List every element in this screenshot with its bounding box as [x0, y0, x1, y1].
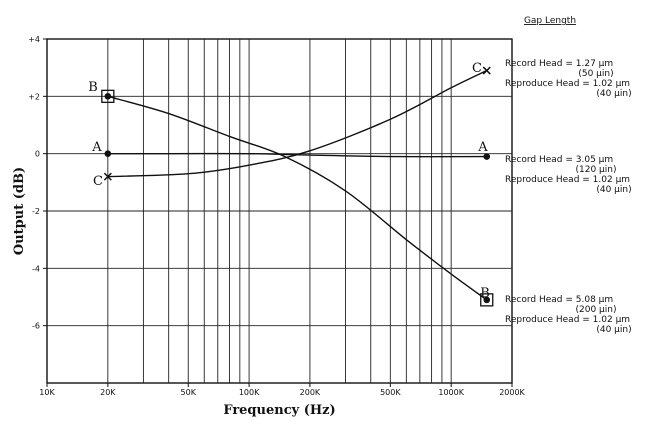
- series-c-label: C: [93, 174, 103, 189]
- y-tick-label: +2: [28, 92, 40, 101]
- y-tick-label: 0: [35, 150, 40, 159]
- series-a-label: A: [91, 140, 102, 155]
- series-b-label: B: [480, 286, 490, 301]
- series-c-note: (40 µin): [596, 89, 631, 99]
- legend-title: Gap Length: [524, 16, 576, 26]
- x-tick-label: 10K: [39, 388, 55, 397]
- y-tick-label: +4: [28, 35, 40, 44]
- series-a-note: (40 µin): [596, 185, 631, 195]
- x-tick-label: 1000K: [438, 388, 464, 397]
- y-axis-title: Output (dB): [12, 167, 27, 255]
- series-b-marker-dot: [483, 296, 491, 304]
- series-c-line: [107, 69, 488, 178]
- series-c-note: (50 µin): [578, 69, 613, 79]
- x-tick-label: 20K: [100, 388, 116, 397]
- series-c-note: Reproduce Head = 1.02 µm: [505, 79, 630, 89]
- series-a-marker-dot: [483, 153, 491, 160]
- series-b-marker-dot: [104, 93, 112, 100]
- series-b-label: B: [88, 80, 98, 95]
- series-b-note: Record Head = 5.08 µm: [505, 295, 613, 305]
- series-b-marker-box: [480, 293, 494, 307]
- series-a-marker-dot: [104, 150, 112, 157]
- series-c-marker-cross: [482, 66, 491, 75]
- series-a-note: Record Head = 3.05 µm: [505, 155, 613, 165]
- series-c-label: C: [472, 61, 482, 76]
- series-b-marker-box: [101, 89, 115, 103]
- x-tick-label: 500K: [380, 388, 401, 397]
- series-a-label: A: [477, 140, 488, 155]
- x-tick-label: 100K: [239, 388, 260, 397]
- y-tick-label: -2: [32, 207, 40, 216]
- series-b-note: Reproduce Head = 1.02 µm: [505, 315, 630, 325]
- x-tick-label: 200K: [300, 388, 321, 397]
- series-a-line: [107, 152, 487, 158]
- x-tick-label: 2000K: [499, 388, 525, 397]
- x-axis-title: Frequency (Hz): [223, 403, 335, 418]
- series-b-line: [107, 95, 488, 301]
- series-c-marker-cross: [103, 172, 112, 181]
- series-a-note: (120 µin): [576, 165, 617, 175]
- series-a-note: Reproduce Head = 1.02 µm: [505, 175, 630, 185]
- series-c-note: Record Head = 1.27 µm: [505, 59, 613, 69]
- series-b-note: (40 µin): [596, 325, 631, 335]
- y-tick-label: -4: [32, 264, 40, 273]
- y-tick-label: -6: [32, 322, 40, 331]
- series-b-note: (200 µin): [576, 305, 617, 315]
- x-tick-label: 50K: [181, 388, 197, 397]
